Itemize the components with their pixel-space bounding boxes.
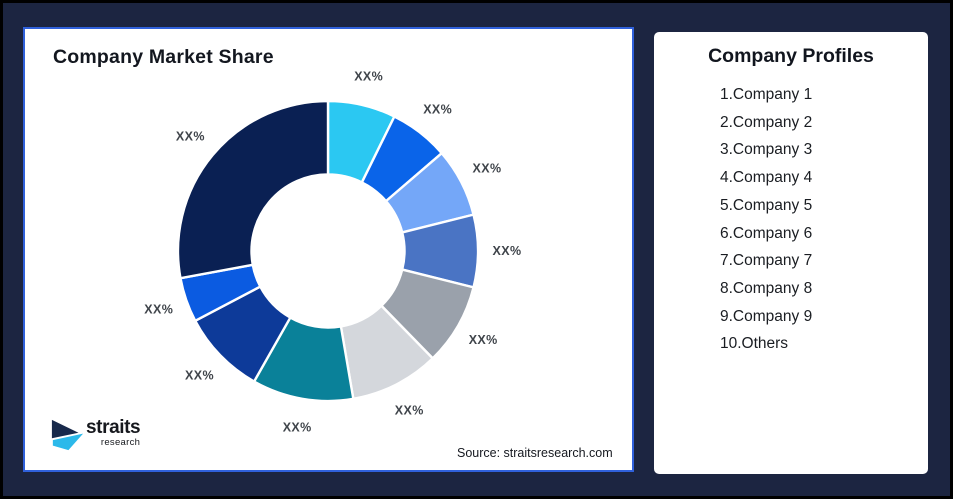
- slice-label-10: XX%: [176, 130, 205, 144]
- market-share-card: Company Market Share XX% XX% XX% XX% XX% XX% X…: [23, 27, 634, 472]
- donut-chart: XX% XX% XX% XX% XX% XX% XX% XX% XX% XX%: [144, 70, 522, 435]
- logo-text: straits research: [86, 417, 141, 448]
- slice-label-1: XX%: [354, 70, 383, 84]
- straits-research-logo: straits research: [50, 417, 141, 452]
- company-list-item: 3.Company 3: [720, 141, 813, 159]
- company-list-item: 8.Company 8: [720, 279, 813, 297]
- chart-title: Company Market Share: [53, 46, 274, 68]
- profiles-title: Company Profiles: [708, 45, 874, 67]
- slice-label-7: XX%: [283, 420, 312, 434]
- company-list-item: 10.Others: [720, 335, 789, 353]
- company-list-item: 7.Company 7: [720, 252, 813, 270]
- slice-label-2: XX%: [423, 103, 452, 117]
- slice-label-3: XX%: [473, 162, 502, 176]
- straits-logo-icon: [51, 419, 84, 451]
- company-list-item: 9.Company 9: [720, 307, 813, 325]
- donut-slice-10: [176, 99, 330, 280]
- logo-cyan-chevron: [52, 433, 84, 451]
- company-list-item: 6.Company 6: [720, 224, 813, 242]
- slice-label-4: XX%: [493, 244, 522, 258]
- company-profiles-card: Company Profiles 1.Company 1 2.Company 2 3…: [654, 32, 928, 474]
- logo-navy-chevron: [51, 419, 79, 439]
- slice-label-8: XX%: [185, 369, 214, 383]
- company-list-item: 1.Company 1: [720, 86, 813, 103]
- company-list-item: 2.Company 2: [720, 113, 813, 131]
- company-list-item: 4.Company 4: [720, 169, 813, 187]
- company-list: 1.Company 1 2.Company 2 3.Company 3 4.Compa…: [720, 81, 920, 358]
- slice-label-6: XX%: [395, 404, 424, 418]
- logo-subtext: research: [100, 437, 141, 448]
- slice-label-9: XX%: [144, 303, 173, 317]
- source-note: Source: straitsresearch.com: [457, 446, 613, 460]
- slice-label-5: XX%: [469, 333, 498, 347]
- logo-wordmark: straits: [86, 417, 141, 438]
- company-list-item: 5.Company 5: [720, 196, 813, 214]
